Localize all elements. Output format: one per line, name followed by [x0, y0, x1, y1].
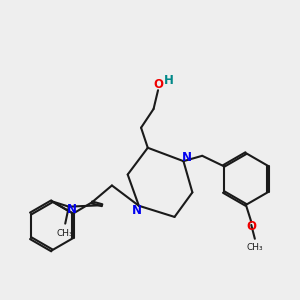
- Text: N: N: [182, 151, 192, 164]
- Text: H: H: [164, 74, 174, 87]
- Text: O: O: [153, 78, 163, 92]
- Text: N: N: [68, 203, 77, 216]
- Text: CH₃: CH₃: [57, 229, 74, 238]
- Text: O: O: [246, 220, 256, 233]
- Text: CH₃: CH₃: [247, 243, 263, 252]
- Text: N: N: [132, 204, 142, 217]
